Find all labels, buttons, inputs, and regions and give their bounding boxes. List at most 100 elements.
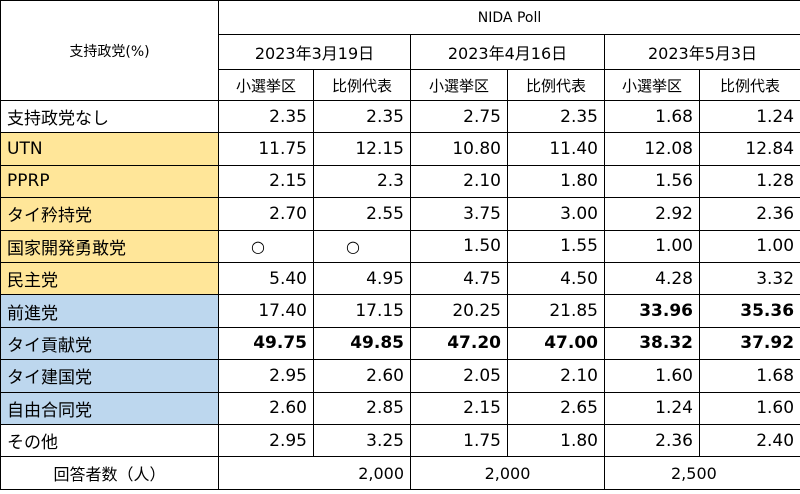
- value-cell: 1.68: [698, 359, 800, 393]
- not-applicable-mark: ○: [218, 229, 314, 263]
- value-cell: 4.95: [313, 261, 411, 296]
- value-cell: 2.70: [218, 197, 314, 231]
- table-row: 民主党 5.40 4.95 4.75 4.50 4.28 3.32: [0, 261, 800, 296]
- value-cell: 2.65: [507, 391, 605, 425]
- value-cell: 2.92: [604, 197, 700, 231]
- value-cell: 49.85: [313, 326, 411, 361]
- value-cell: 3.75: [410, 197, 508, 231]
- respondents-count: 2,500: [603, 456, 800, 491]
- corner-label: 支持政党(%): [0, 0, 219, 101]
- value-cell: 2.95: [218, 423, 314, 458]
- value-cell: 35.36: [698, 294, 800, 328]
- value-cell: 3.25: [313, 423, 411, 458]
- value-cell: 4.50: [507, 261, 605, 296]
- value-cell: 12.08: [604, 132, 700, 166]
- value-cell: 1.24: [604, 391, 700, 425]
- value-cell: 2.85: [313, 391, 411, 425]
- value-cell: 2.35: [507, 99, 605, 134]
- sub-column-header: 比例代表: [698, 69, 800, 101]
- value-cell: 2.60: [218, 391, 314, 425]
- party-name: タイ矜持党: [0, 197, 219, 231]
- value-cell: 1.28: [698, 164, 800, 199]
- value-cell: 3.00: [507, 197, 605, 231]
- not-applicable-mark: ○: [313, 229, 411, 263]
- value-cell: 2.55: [313, 197, 411, 231]
- value-cell: 1.00: [698, 229, 800, 263]
- party-name: 民主党: [0, 261, 219, 296]
- value-cell: 12.15: [313, 132, 411, 166]
- value-cell: 17.15: [313, 294, 411, 328]
- value-cell: 1.60: [604, 359, 700, 393]
- value-cell: 1.00: [604, 229, 700, 263]
- sub-column-header: 比例代表: [507, 69, 605, 101]
- value-cell: 1.24: [698, 99, 800, 134]
- value-cell: 2.95: [218, 359, 314, 393]
- value-cell: 1.80: [507, 164, 605, 199]
- table-row: UTN 11.75 12.15 10.80 11.40 12.08 12.84: [0, 132, 800, 166]
- party-name: その他: [0, 423, 219, 458]
- value-cell: 47.20: [410, 326, 508, 361]
- value-cell: 17.40: [218, 294, 314, 328]
- value-cell: 1.50: [410, 229, 508, 263]
- party-name: 国家開発勇敢党: [0, 229, 219, 263]
- value-cell: 2.36: [604, 423, 700, 458]
- value-cell: 4.28: [604, 261, 700, 296]
- respondents-label: 回答者数（人）: [0, 456, 219, 491]
- value-cell: 2.3: [313, 164, 411, 199]
- value-cell: 11.40: [507, 132, 605, 166]
- party-name: 自由合同党: [0, 391, 219, 425]
- value-cell: 2.35: [313, 99, 411, 134]
- value-cell: 2.75: [410, 99, 508, 134]
- value-cell: 37.92: [698, 326, 800, 361]
- value-cell: 12.84: [698, 132, 800, 166]
- table-row: 前進党 17.40 17.15 20.25 21.85 33.96 35.36: [0, 294, 800, 328]
- value-cell: 11.75: [218, 132, 314, 166]
- party-name: タイ建国党: [0, 359, 219, 393]
- value-cell: 2.15: [410, 391, 508, 425]
- table-row: タイ貢献党 49.75 49.85 47.20 47.00 38.32 37.9…: [0, 326, 800, 361]
- party-name: PPRP: [0, 164, 219, 199]
- value-cell: 1.55: [507, 229, 605, 263]
- table-row: PPRP 2.15 2.3 2.10 1.80 1.56 1.28: [0, 164, 800, 199]
- table-row: 自由合同党 2.60 2.85 2.15 2.65 1.24 1.60: [0, 391, 800, 425]
- value-cell: 20.25: [410, 294, 508, 328]
- poll-name: NIDA Poll: [217, 0, 800, 35]
- table-row: タイ建国党 2.95 2.60 2.05 2.10 1.60 1.68: [0, 359, 800, 393]
- respondents-count: 2,000: [218, 456, 411, 491]
- date-header: 2023年4月16日: [410, 34, 605, 70]
- value-cell: 2.05: [410, 359, 508, 393]
- table-row: タイ矜持党 2.70 2.55 3.75 3.00 2.92 2.36: [0, 197, 800, 231]
- value-cell: 2.36: [698, 197, 800, 231]
- sub-column-header: 小選挙区: [218, 69, 314, 101]
- respondents-count: 2,000: [410, 456, 605, 491]
- value-cell: 3.32: [698, 261, 800, 296]
- table-row: 国家開発勇敢党 ○ ○ 1.50 1.55 1.00 1.00: [0, 229, 800, 263]
- value-cell: 4.75: [410, 261, 508, 296]
- table-row: その他 2.95 3.25 1.75 1.80 2.36 2.40: [0, 423, 800, 458]
- value-cell: 47.00: [507, 326, 605, 361]
- value-cell: 1.75: [410, 423, 508, 458]
- value-cell: 2.60: [313, 359, 411, 393]
- sub-column-header: 小選挙区: [604, 69, 700, 101]
- table-row: 支持政党なし 2.35 2.35 2.75 2.35 1.68 1.24: [0, 99, 800, 134]
- party-name: UTN: [0, 132, 219, 166]
- value-cell: 2.10: [507, 359, 605, 393]
- value-cell: 2.10: [410, 164, 508, 199]
- sub-column-header: 比例代表: [313, 69, 411, 101]
- value-cell: 2.40: [698, 423, 800, 458]
- date-header: 2023年5月3日: [603, 34, 800, 70]
- value-cell: 49.75: [218, 326, 314, 361]
- value-cell: 1.68: [604, 99, 700, 134]
- value-cell: 10.80: [410, 132, 508, 166]
- value-cell: 1.60: [698, 391, 800, 425]
- value-cell: 5.40: [218, 261, 314, 296]
- value-cell: 2.15: [218, 164, 314, 199]
- sub-column-header: 小選挙区: [410, 69, 508, 101]
- value-cell: 33.96: [604, 294, 700, 328]
- value-cell: 2.35: [218, 99, 314, 134]
- party-name: 前進党: [0, 294, 219, 328]
- value-cell: 1.80: [507, 423, 605, 458]
- value-cell: 21.85: [507, 294, 605, 328]
- party-name: 支持政党なし: [0, 99, 219, 134]
